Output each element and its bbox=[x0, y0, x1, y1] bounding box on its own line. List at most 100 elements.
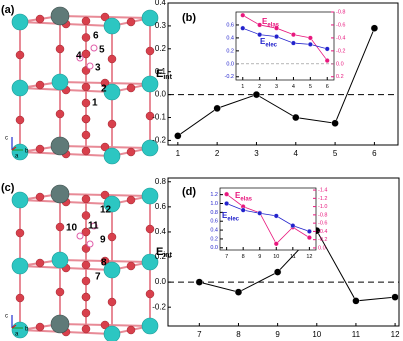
axis-name: b bbox=[25, 327, 29, 333]
cation-atom bbox=[11, 191, 29, 209]
y2-tick-label: -1.4 bbox=[318, 188, 327, 194]
data-point bbox=[324, 58, 330, 64]
oxygen-atom bbox=[55, 44, 65, 54]
legend-label: Eelas bbox=[235, 191, 253, 202]
cation-atom bbox=[141, 317, 159, 335]
cation-atom bbox=[141, 9, 159, 27]
oxygen-atom bbox=[145, 111, 155, 121]
y-tick-label: -0.2 bbox=[152, 136, 166, 145]
y-tick-label: 0.0 bbox=[155, 90, 167, 99]
oxygen-atom bbox=[35, 80, 45, 90]
x-tick-label: 12 bbox=[306, 254, 312, 260]
vacancy-site bbox=[76, 54, 84, 62]
x-tick-label: 11 bbox=[352, 330, 361, 339]
oxygen-atom bbox=[81, 146, 91, 156]
plot-frame bbox=[235, 11, 335, 81]
cation-atom bbox=[11, 79, 29, 97]
data-point bbox=[292, 113, 300, 122]
data-point bbox=[290, 32, 296, 38]
oxygen-atom bbox=[126, 147, 136, 157]
oxygen-atom bbox=[107, 232, 117, 242]
panel-label: (a) bbox=[1, 4, 15, 16]
oxygen-atom bbox=[15, 115, 25, 125]
oxygen-atom bbox=[35, 192, 45, 202]
cation-atom bbox=[141, 187, 159, 205]
oxygen-atom bbox=[81, 33, 91, 42]
panel-label: (c) bbox=[1, 182, 15, 194]
legend-label: Eelas bbox=[262, 17, 280, 28]
x-tick-label: 6 bbox=[372, 149, 377, 158]
axis-name: c bbox=[5, 314, 8, 320]
data-point bbox=[370, 24, 379, 32]
y-tick-label: 0.4 bbox=[155, 0, 167, 7]
cation-atom bbox=[11, 321, 29, 339]
y2-tick-label: -0.2 bbox=[318, 237, 327, 243]
y2-tick-label: -0.2 bbox=[336, 48, 345, 54]
data-point bbox=[240, 25, 246, 31]
data-point bbox=[234, 288, 243, 296]
y-tick-label: 0.4 bbox=[155, 227, 167, 236]
panel-label: (b) bbox=[182, 12, 196, 24]
oxygen-atom bbox=[126, 261, 136, 271]
x-tick-label: 1 bbox=[176, 149, 181, 158]
data-point bbox=[240, 207, 246, 213]
data-point bbox=[306, 228, 312, 234]
oxygen-atom bbox=[55, 222, 65, 232]
cation-atom bbox=[11, 143, 29, 161]
y-tick-label: 0.0 bbox=[226, 61, 234, 67]
vacancy-site bbox=[90, 44, 98, 52]
data-point bbox=[306, 235, 312, 241]
y-tick-label: 0.0 bbox=[210, 245, 218, 251]
y-tick-label: 0.3 bbox=[155, 21, 167, 30]
vacancy-site bbox=[76, 232, 84, 240]
data-point bbox=[240, 12, 246, 18]
x-tick-label: 2 bbox=[215, 149, 220, 158]
x-tick-label: 7 bbox=[225, 254, 228, 260]
y-axis-label: Eint bbox=[156, 246, 173, 259]
oxygen-atom bbox=[107, 297, 117, 307]
oxygen-atom bbox=[81, 292, 91, 302]
data-point bbox=[257, 22, 263, 28]
oxygen-atom bbox=[81, 276, 91, 286]
data-point bbox=[274, 25, 280, 31]
y-tick-label: 0.6 bbox=[155, 202, 167, 211]
vacancy-site bbox=[90, 222, 98, 230]
vacancy-site bbox=[86, 240, 94, 248]
data-point bbox=[174, 132, 182, 140]
oxygen-atom bbox=[81, 324, 91, 334]
series-line bbox=[242, 14, 328, 61]
oxygen-atom bbox=[15, 228, 25, 238]
y-tick-label: -0.2 bbox=[152, 302, 166, 311]
y2-tick-label: -0.6 bbox=[318, 221, 327, 227]
cation-atom bbox=[103, 17, 121, 35]
oxygen-atom bbox=[81, 211, 91, 220]
y2-tick-label: 0.0 bbox=[336, 61, 344, 67]
cation-atom bbox=[103, 325, 121, 341]
oxygen-atom bbox=[35, 322, 45, 332]
y-tick-label: 0.1 bbox=[155, 67, 167, 76]
oxygen-atom bbox=[126, 83, 136, 93]
axis-name: b bbox=[25, 149, 29, 155]
y2-tick-label: 0.2 bbox=[336, 74, 344, 80]
axis-arrow bbox=[11, 146, 17, 151]
y-axis-label: Eint bbox=[156, 68, 173, 81]
oxygen-atom bbox=[100, 142, 110, 152]
y2-tick-label: -0.8 bbox=[336, 9, 345, 15]
x-tick-label: 9 bbox=[275, 330, 280, 339]
oxygen-atom bbox=[100, 256, 110, 266]
x-tick-label: 10 bbox=[273, 254, 279, 260]
site-label: 4 bbox=[76, 51, 82, 62]
x-tick-label: 10 bbox=[312, 330, 321, 339]
cation-atom bbox=[11, 13, 29, 31]
cation-atom bbox=[103, 147, 121, 165]
y-tick-label: 0.4 bbox=[226, 35, 234, 41]
site-label: 7 bbox=[95, 272, 101, 283]
y-tick-label: 0.6 bbox=[210, 219, 218, 225]
oxygen-atom bbox=[100, 320, 110, 330]
y2-tick-label: 0.0 bbox=[318, 245, 326, 251]
oxygen-atom bbox=[81, 308, 91, 318]
cation-atom bbox=[103, 83, 121, 101]
cation-atom bbox=[103, 261, 121, 279]
vacancy-site bbox=[86, 62, 94, 70]
